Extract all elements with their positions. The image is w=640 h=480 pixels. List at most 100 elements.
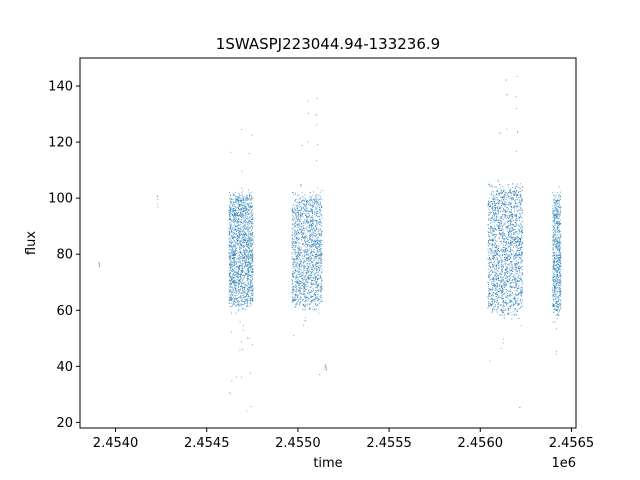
data-point	[242, 235, 244, 237]
data-point	[500, 240, 502, 242]
data-point	[299, 271, 301, 273]
data-point	[240, 274, 242, 275]
data-point	[292, 217, 294, 219]
data-point	[238, 283, 240, 285]
data-point	[498, 268, 500, 270]
data-point	[247, 244, 249, 246]
data-point	[240, 300, 242, 302]
data-point	[492, 298, 494, 300]
data-point	[232, 214, 233, 216]
data-point	[245, 195, 247, 197]
data-point	[229, 302, 231, 304]
data-point	[251, 203, 253, 204]
data-point	[232, 237, 233, 239]
data-point	[249, 251, 250, 253]
data-point	[305, 279, 307, 280]
data-point	[309, 274, 311, 276]
data-point	[252, 268, 254, 270]
data-point	[242, 198, 244, 199]
data-point	[519, 204, 521, 206]
data-point	[238, 197, 240, 199]
data-point	[496, 279, 498, 281]
data-point	[235, 246, 236, 248]
data-point	[231, 230, 232, 232]
data-point	[311, 240, 313, 241]
data-point	[320, 229, 322, 231]
data-point	[245, 258, 247, 260]
data-point	[507, 313, 508, 315]
data-point	[248, 193, 250, 195]
data-point	[245, 243, 247, 245]
data-point	[301, 271, 303, 273]
data-point	[237, 213, 238, 214]
data-point	[294, 293, 296, 295]
data-point	[238, 277, 239, 279]
data-point	[235, 293, 237, 294]
data-point	[502, 250, 503, 252]
data-point	[246, 255, 248, 257]
data-point	[235, 200, 237, 202]
data-point	[244, 214, 246, 216]
data-point	[294, 280, 296, 282]
data-point	[500, 293, 502, 295]
data-point	[317, 278, 319, 280]
data-point	[297, 248, 299, 250]
data-point	[245, 226, 247, 228]
data-point	[318, 243, 320, 245]
data-point	[496, 253, 497, 255]
data-point	[295, 270, 296, 272]
data-point	[252, 247, 254, 249]
data-point	[238, 231, 240, 232]
data-point	[244, 220, 245, 222]
data-point	[247, 271, 249, 273]
data-point	[252, 272, 254, 274]
data-point	[502, 267, 504, 268]
data-point	[320, 257, 322, 258]
data-point	[307, 270, 309, 272]
data-point	[505, 310, 507, 311]
data-point	[235, 274, 236, 276]
data-point	[294, 276, 296, 278]
data-point	[234, 261, 236, 262]
data-point	[230, 269, 232, 271]
data-point	[291, 237, 293, 239]
data-point	[303, 284, 305, 285]
data-point	[304, 285, 305, 287]
data-point	[505, 216, 507, 218]
data-point	[314, 308, 316, 310]
data-point	[299, 296, 301, 298]
data-point	[503, 260, 505, 262]
data-point	[507, 267, 508, 269]
data-point	[317, 297, 319, 299]
data-point	[245, 249, 247, 251]
data-point	[248, 203, 250, 205]
data-point	[498, 236, 500, 238]
data-point	[250, 245, 251, 247]
data-point	[242, 256, 244, 258]
data-point	[316, 233, 318, 235]
data-point	[235, 228, 237, 230]
data-point	[240, 221, 242, 222]
data-point	[244, 240, 246, 241]
data-point	[300, 297, 302, 299]
data-point	[317, 251, 319, 253]
data-point	[246, 246, 248, 248]
data-point	[241, 206, 243, 208]
data-point	[516, 238, 518, 240]
data-point	[239, 247, 241, 249]
data-point	[308, 266, 310, 267]
data-point	[241, 222, 243, 223]
data-point	[230, 234, 232, 236]
data-point	[321, 265, 323, 266]
data-point	[316, 280, 318, 282]
data-point	[312, 236, 314, 238]
data-point	[492, 207, 494, 209]
data-point	[251, 206, 253, 208]
data-point	[233, 209, 235, 211]
data-point	[306, 201, 307, 203]
data-point	[241, 303, 242, 305]
data-point	[298, 212, 300, 214]
data-point	[239, 303, 241, 305]
data-point	[230, 298, 232, 300]
data-point	[303, 279, 305, 280]
